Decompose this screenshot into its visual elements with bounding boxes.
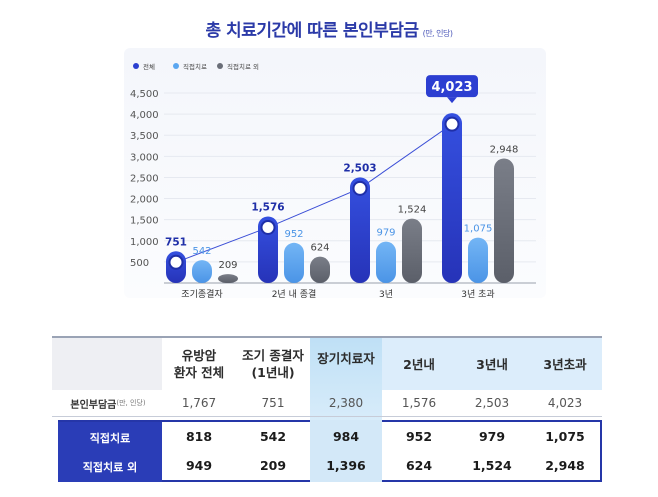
header-line: 환자 전체	[173, 365, 225, 380]
x-tick-label: 3년 초과	[461, 289, 494, 298]
bar-chart: 500 1,000 1,500 2,000 2,500 3,000 3,500 4,000 4,…	[130, 62, 536, 298]
table-corner-cell	[52, 338, 162, 390]
row1-label: 본인부담금 (만, 인당)	[52, 390, 164, 416]
highlight-callout	[426, 75, 478, 98]
header-line: 3년초과	[543, 356, 587, 372]
header-all-patients: 유방암 환자 전체	[162, 338, 236, 390]
y-tick-label: 3,500	[130, 131, 159, 142]
bar	[468, 237, 488, 283]
highlight-callout-pointer	[447, 97, 457, 104]
legend-marker	[217, 63, 223, 69]
bar-top-marker	[260, 219, 276, 235]
y-tick-label: 2,000	[130, 195, 159, 206]
highlight-column	[310, 338, 382, 422]
value-label: 624	[310, 243, 329, 254]
header-line: 유방암	[181, 348, 217, 363]
y-tick-label: 500	[130, 258, 149, 269]
row1-cell: 2,503	[474, 396, 510, 410]
chart-title: 총 치료기간에 따른 본인부담금 (만, 인당)	[0, 16, 658, 41]
data-table: 유방암 환자 전체 조기 종결자 (1년내) 장기치료자 2년내 3년내 3년초…	[52, 336, 602, 484]
row2-cell: 952	[405, 429, 433, 444]
value-label: 1,576	[251, 201, 284, 213]
bar	[350, 177, 370, 283]
bar	[376, 241, 396, 283]
header-line: 3년내	[476, 356, 508, 372]
x-tick-label: 3년	[379, 289, 393, 298]
bar	[284, 242, 304, 283]
row3-cell: 1,396	[326, 458, 366, 473]
bar	[442, 113, 462, 283]
row3-cell: 624	[405, 458, 433, 473]
row1-cell: 1,576	[401, 396, 437, 410]
header-line: 장기치료자	[317, 350, 375, 366]
legend-label: 전체	[143, 62, 155, 71]
header-line: 조기 종결자	[242, 348, 304, 363]
row1-label-unit: (만, 인당)	[116, 399, 146, 407]
title-text: 총 치료기간에 따른 본인부담금	[205, 21, 420, 41]
value-label: 542	[192, 246, 211, 257]
title-unit: (만, 인당)	[422, 29, 453, 38]
y-tick-label: 4,000	[130, 110, 159, 121]
row3-cell: 2,948	[545, 458, 585, 473]
row2-cell: 984	[332, 429, 360, 444]
bar	[192, 260, 212, 283]
row3-cell: 209	[259, 458, 287, 473]
header-rule	[52, 336, 602, 338]
value-label: 1,075	[464, 224, 493, 235]
row1-label-text: 본인부담금	[70, 399, 117, 411]
header-2yr: 2년내	[382, 338, 456, 390]
highlight-column-bottom	[310, 420, 382, 482]
row1-cell: 4,023	[547, 396, 583, 410]
legend-label: 직접치료	[183, 62, 207, 71]
bar-top-marker	[168, 254, 184, 270]
row2-label: 직접치료	[58, 422, 162, 453]
bar	[310, 256, 330, 283]
row2-cell: 1,075	[545, 429, 585, 444]
y-tick-label: 3,000	[130, 152, 159, 163]
bar-top-marker	[444, 116, 460, 132]
row3-cell: 949	[185, 458, 213, 473]
value-label: 979	[376, 228, 395, 239]
row1-cell: 751	[261, 396, 285, 410]
legend-marker	[133, 63, 139, 69]
header-line: (1년내)	[251, 365, 295, 380]
y-tick-label: 4,500	[130, 89, 159, 100]
header-over-3yr: 3년초과	[528, 338, 602, 390]
header-band	[382, 338, 602, 390]
y-tick-label: 2,500	[130, 173, 159, 184]
bar	[494, 158, 514, 283]
row2-cell: 542	[259, 429, 287, 444]
header-long-term: 장기치료자	[310, 338, 382, 378]
row2-cell: 979	[478, 429, 506, 444]
row3-cell: 1,524	[472, 458, 512, 473]
value-label: 952	[284, 229, 303, 240]
row1-cell: 2,380	[328, 396, 364, 410]
value-label: 1,524	[398, 205, 427, 216]
value-label: 209	[218, 260, 237, 271]
legend-label: 직접치료 외	[227, 62, 259, 71]
row2-cell: 818	[185, 429, 213, 444]
y-tick-label: 1,000	[130, 237, 159, 248]
row-divider	[52, 416, 602, 417]
row1-cell: 1,767	[181, 396, 217, 410]
value-label: 4,023	[431, 80, 472, 95]
y-tick-label: 1,500	[130, 216, 159, 227]
bar	[218, 274, 238, 283]
bar-top-marker	[352, 180, 368, 196]
header-3yr: 3년내	[456, 338, 528, 390]
x-tick-label: 조기종결자	[181, 289, 223, 298]
value-label: 2,503	[343, 162, 376, 174]
trend-line	[175, 123, 453, 263]
x-tick-label: 2년 내 종결	[272, 289, 317, 298]
bar	[402, 218, 422, 283]
chart-panel: 500 1,000 1,500 2,000 2,500 3,000 3,500 4,000 4,…	[124, 48, 546, 298]
bar	[258, 216, 278, 283]
header-line: 2년내	[403, 356, 435, 372]
value-label: 751	[165, 236, 187, 248]
header-early: 조기 종결자 (1년내)	[236, 338, 310, 390]
value-label: 2,948	[490, 145, 519, 156]
legend-marker	[173, 63, 179, 69]
row3-label: 직접치료 외	[58, 451, 162, 482]
